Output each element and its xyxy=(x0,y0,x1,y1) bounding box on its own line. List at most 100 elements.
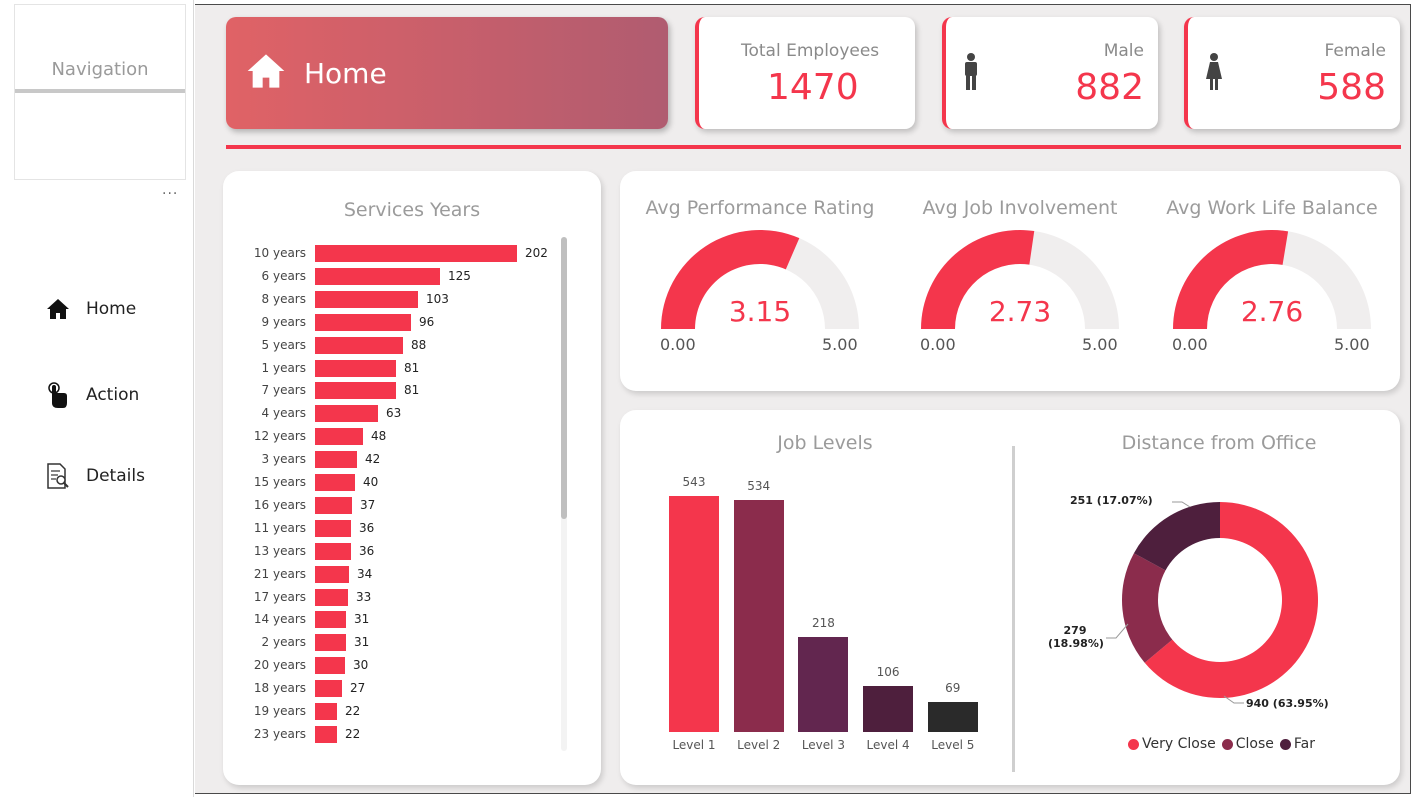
scrollbar-thumb[interactable] xyxy=(561,237,567,519)
bar-row: 17 years 33 xyxy=(223,588,553,607)
bar[interactable] xyxy=(315,519,351,537)
bar[interactable] xyxy=(315,542,351,560)
category-label: 4 years xyxy=(261,406,306,421)
bar[interactable] xyxy=(315,382,396,400)
data-label: 48 xyxy=(371,429,387,444)
gauge-min-label: 0.00 xyxy=(920,335,956,354)
bar[interactable] xyxy=(315,680,342,698)
bar[interactable] xyxy=(315,565,349,583)
bar-row: 16 years 37 xyxy=(223,496,553,515)
category-label: Level 2 xyxy=(737,738,781,752)
category-label: 19 years xyxy=(253,704,306,718)
bar[interactable] xyxy=(315,588,348,606)
bar[interactable] xyxy=(927,702,978,732)
bar[interactable] xyxy=(315,634,346,652)
category-label: Level 3 xyxy=(801,738,845,752)
category-label: Level 1 xyxy=(672,738,716,752)
category-label: 1 years xyxy=(261,360,306,375)
slice-label-close: 279 (18.98%) xyxy=(1048,624,1104,650)
donut-slice[interactable] xyxy=(1144,502,1318,698)
sidebar-item-details[interactable]: Details xyxy=(44,461,145,491)
category-label: 17 years xyxy=(253,589,306,604)
category-label: 5 years xyxy=(261,337,306,352)
data-label: 218 xyxy=(811,616,835,631)
category-label: 3 years xyxy=(261,452,306,467)
job-levels-chart: 543 Level 1 534 Level 2 218 Level 3 106 Level 4… xyxy=(620,410,1010,785)
bar[interactable] xyxy=(315,267,440,285)
gauge-title: Avg Performance Rating xyxy=(645,197,875,219)
hand-pointer-icon xyxy=(44,381,72,409)
data-label: 31 xyxy=(354,612,370,627)
data-label: 88 xyxy=(411,337,427,352)
sidebar-item-home[interactable]: Home xyxy=(44,294,136,324)
legend-item-very-close[interactable]: Very Close xyxy=(1128,736,1216,752)
bar[interactable] xyxy=(315,451,357,469)
bar[interactable] xyxy=(315,496,352,514)
chart-title: Services Years xyxy=(343,199,481,221)
bar[interactable] xyxy=(863,685,914,732)
gauges-card: Avg Performance Rating 3.15 0.00 5.00 Avg Jo… xyxy=(620,171,1400,391)
data-label: 202 xyxy=(525,246,548,260)
bar[interactable] xyxy=(315,428,363,446)
category-label: 12 years xyxy=(253,429,306,444)
bar[interactable] xyxy=(315,359,396,377)
data-label: 125 xyxy=(448,268,471,283)
bar[interactable] xyxy=(315,290,418,308)
category-label: 8 years xyxy=(261,291,306,306)
navigation-title: Navigation xyxy=(51,59,149,80)
data-label: 22 xyxy=(345,704,361,718)
data-label: 96 xyxy=(419,314,435,329)
bar[interactable] xyxy=(669,496,719,732)
slice-label-far: 251 (17.07%) xyxy=(1070,494,1153,507)
kpi-value: 1470 xyxy=(767,67,859,108)
bar[interactable] xyxy=(315,336,403,354)
bar-row: 21 years 34 xyxy=(223,565,553,584)
bar[interactable] xyxy=(315,611,346,629)
scrollbar[interactable] xyxy=(561,237,567,751)
gauge: Avg Work Life Balance 2.76 0.00 5.00 xyxy=(1142,171,1402,391)
gauge-value: 2.73 xyxy=(988,295,1052,328)
legend-item-close[interactable]: Close xyxy=(1221,736,1274,752)
donut-slice[interactable] xyxy=(1122,553,1173,663)
bar-row: 1 years 81 xyxy=(223,359,553,378)
bar-row: 18 years 27 xyxy=(223,680,553,698)
bar[interactable] xyxy=(315,405,378,423)
category-label: Level 4 xyxy=(866,738,910,752)
bar-row: 8 years 103 xyxy=(223,290,553,309)
more-options-button[interactable]: ... xyxy=(162,182,179,198)
sidebar-item-label: Details xyxy=(86,466,145,486)
female-icon xyxy=(1204,53,1224,97)
category-label: 20 years xyxy=(253,658,306,673)
kpi-total-employees: Total Employees 1470 xyxy=(695,17,915,129)
bar-row: 11 years 36 xyxy=(223,519,553,538)
sidebar-item-action[interactable]: Action xyxy=(44,380,139,410)
bar[interactable] xyxy=(798,637,849,732)
gauge-arc xyxy=(661,230,859,329)
bar-row: 20 years 30 xyxy=(223,657,553,675)
bar[interactable] xyxy=(315,725,337,743)
gauge: Avg Job Involvement 2.73 0.00 5.00 xyxy=(890,171,1150,391)
kpi-label: Total Employees xyxy=(741,41,880,61)
donut-slice[interactable] xyxy=(1133,502,1220,571)
data-label: 69 xyxy=(945,681,961,695)
sidebar-item-label: Home xyxy=(86,299,137,319)
data-label: 42 xyxy=(365,452,381,467)
bar[interactable] xyxy=(315,657,345,675)
category-label: 21 years xyxy=(253,566,306,581)
bar[interactable] xyxy=(733,499,784,732)
bar[interactable] xyxy=(315,245,517,262)
kpi-value: 588 xyxy=(1317,67,1386,108)
sidebar: Navigation ... Home Action xyxy=(0,0,194,797)
bar-row: 9 years 96 xyxy=(223,313,553,332)
data-label: 27 xyxy=(350,681,366,696)
data-label: 36 xyxy=(359,543,375,558)
chart-title: Job Levels xyxy=(777,432,873,454)
bar[interactable] xyxy=(315,703,337,720)
data-label: 40 xyxy=(363,475,379,489)
legend-item-far[interactable]: Far xyxy=(1279,736,1315,752)
bar[interactable] xyxy=(315,474,355,491)
dashboard-canvas: Home Total Employees 1470 Male 882 Fema xyxy=(195,4,1411,794)
data-label: 534 xyxy=(747,478,771,493)
bar[interactable] xyxy=(315,313,411,331)
gauge-title: Avg Job Involvement xyxy=(922,197,1118,219)
